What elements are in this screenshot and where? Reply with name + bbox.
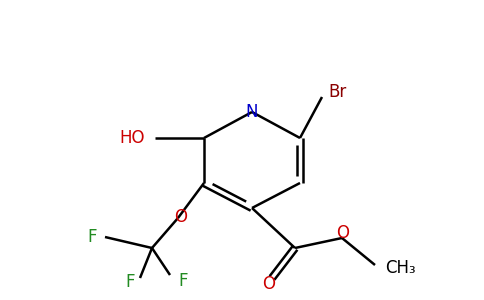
Text: N: N — [246, 103, 258, 121]
Text: F: F — [178, 272, 187, 290]
Text: O: O — [336, 224, 349, 242]
Text: Br: Br — [328, 83, 346, 101]
Text: O: O — [175, 208, 187, 226]
Text: O: O — [262, 275, 275, 293]
Text: HO: HO — [120, 129, 145, 147]
Text: F: F — [88, 228, 97, 246]
Text: CH₃: CH₃ — [385, 259, 416, 277]
Text: F: F — [125, 273, 135, 291]
